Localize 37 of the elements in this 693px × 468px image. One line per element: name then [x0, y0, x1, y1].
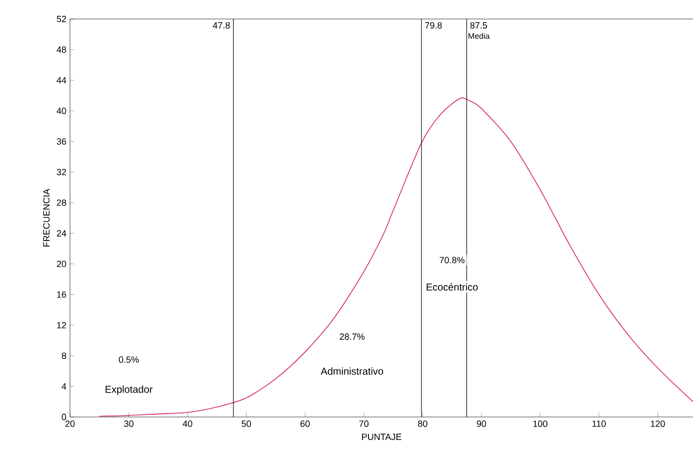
y-tick-label: 24 [56, 230, 66, 236]
x-tick-label: 60 [300, 420, 310, 427]
y-tick-label: 36 [56, 138, 66, 145]
annotation: 70.8% [440, 256, 464, 264]
y-tick-label: 8 [62, 352, 66, 359]
y-tick-label: 32 [56, 168, 66, 176]
annotation: Administrativo [320, 367, 384, 375]
y-tick-label: 4 [62, 383, 66, 390]
y-tick-label: 0 [62, 414, 66, 420]
ref-line-label: 87.5 [470, 22, 488, 29]
y-tick-label: 44 [56, 77, 66, 84]
ref-line-label: 79.8 [425, 22, 442, 29]
annotation: Media [468, 32, 490, 39]
y-tick-label: 20 [56, 260, 66, 268]
y-tick-label: 12 [57, 322, 66, 328]
x-tick-label: 30 [124, 420, 134, 427]
y-tick-label: 28 [56, 199, 66, 206]
annotation: 28.7% [340, 333, 365, 340]
y-tick-label: 52 [56, 16, 66, 22]
x-tick-label: 50 [242, 420, 251, 427]
ref-line-label: 47.8 [212, 22, 230, 29]
line-series [98, 98, 693, 417]
y-tick-label: 48 [56, 46, 66, 53]
x-tick-label: 100 [533, 420, 548, 427]
annotation: 0.5% [118, 356, 139, 363]
x-tick-label: 70 [359, 420, 369, 427]
x-tick-label: 120 [650, 420, 665, 427]
annotation: Ecocéntrico [426, 283, 478, 291]
x-axis-title: PUNTAJE [362, 434, 402, 440]
x-tick-label: 110 [592, 420, 606, 427]
annotation: Explotador [106, 386, 153, 395]
y-axis-title: FRECUENCIA [43, 188, 50, 247]
x-tick-label: 40 [182, 420, 192, 427]
x-tick-label: 90 [476, 420, 486, 427]
y-tick-label: 16 [57, 291, 66, 298]
y-tick-label: 40 [56, 108, 66, 114]
x-tick-label: 80 [418, 420, 428, 427]
